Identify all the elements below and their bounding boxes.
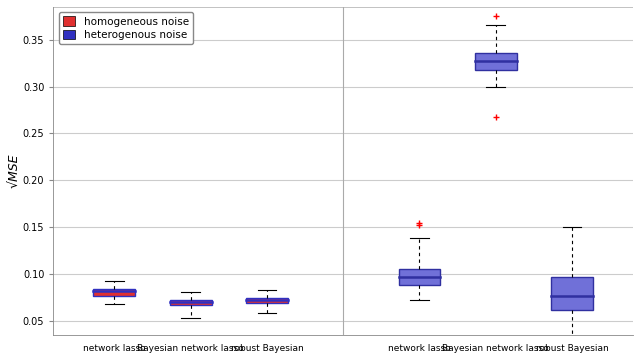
Bar	[246, 298, 288, 303]
Bar	[93, 289, 136, 296]
Bar	[170, 300, 212, 305]
Legend: homogeneous noise, heterogenous noise: homogeneous noise, heterogenous noise	[59, 12, 193, 44]
Y-axis label: √MSE: √MSE	[7, 154, 20, 188]
Bar	[399, 269, 440, 285]
Bar	[551, 277, 593, 310]
Bar	[475, 53, 516, 70]
